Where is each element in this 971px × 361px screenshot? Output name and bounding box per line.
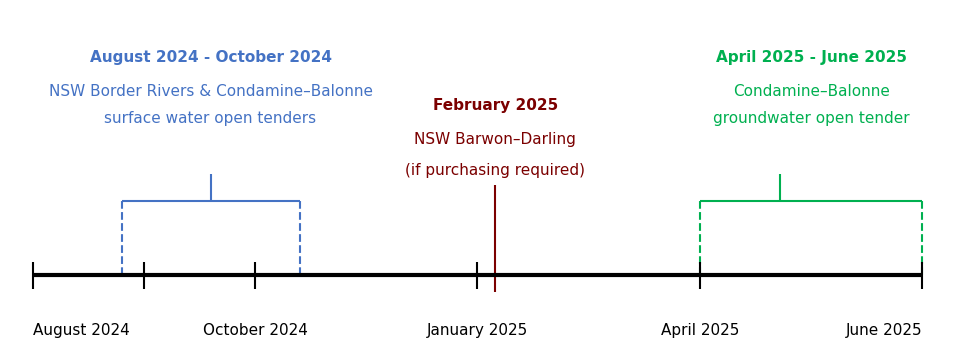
- Text: October 2024: October 2024: [203, 323, 308, 338]
- Text: June 2025: June 2025: [846, 323, 922, 338]
- Text: surface water open tenders: surface water open tenders: [105, 111, 317, 126]
- Text: April 2025: April 2025: [660, 323, 739, 338]
- Text: groundwater open tender: groundwater open tender: [713, 111, 910, 126]
- Text: Condamine–Balonne: Condamine–Balonne: [733, 84, 889, 99]
- Text: (if purchasing required): (if purchasing required): [405, 163, 586, 178]
- Text: NSW Border Rivers & Condamine–Balonne: NSW Border Rivers & Condamine–Balonne: [49, 84, 373, 99]
- Text: August 2024 - October 2024: August 2024 - October 2024: [89, 50, 331, 65]
- Text: August 2024: August 2024: [33, 323, 129, 338]
- Text: February 2025: February 2025: [433, 98, 558, 113]
- Text: April 2025 - June 2025: April 2025 - June 2025: [716, 50, 907, 65]
- Text: NSW Barwon–Darling: NSW Barwon–Darling: [415, 132, 576, 147]
- Text: January 2025: January 2025: [427, 323, 528, 338]
